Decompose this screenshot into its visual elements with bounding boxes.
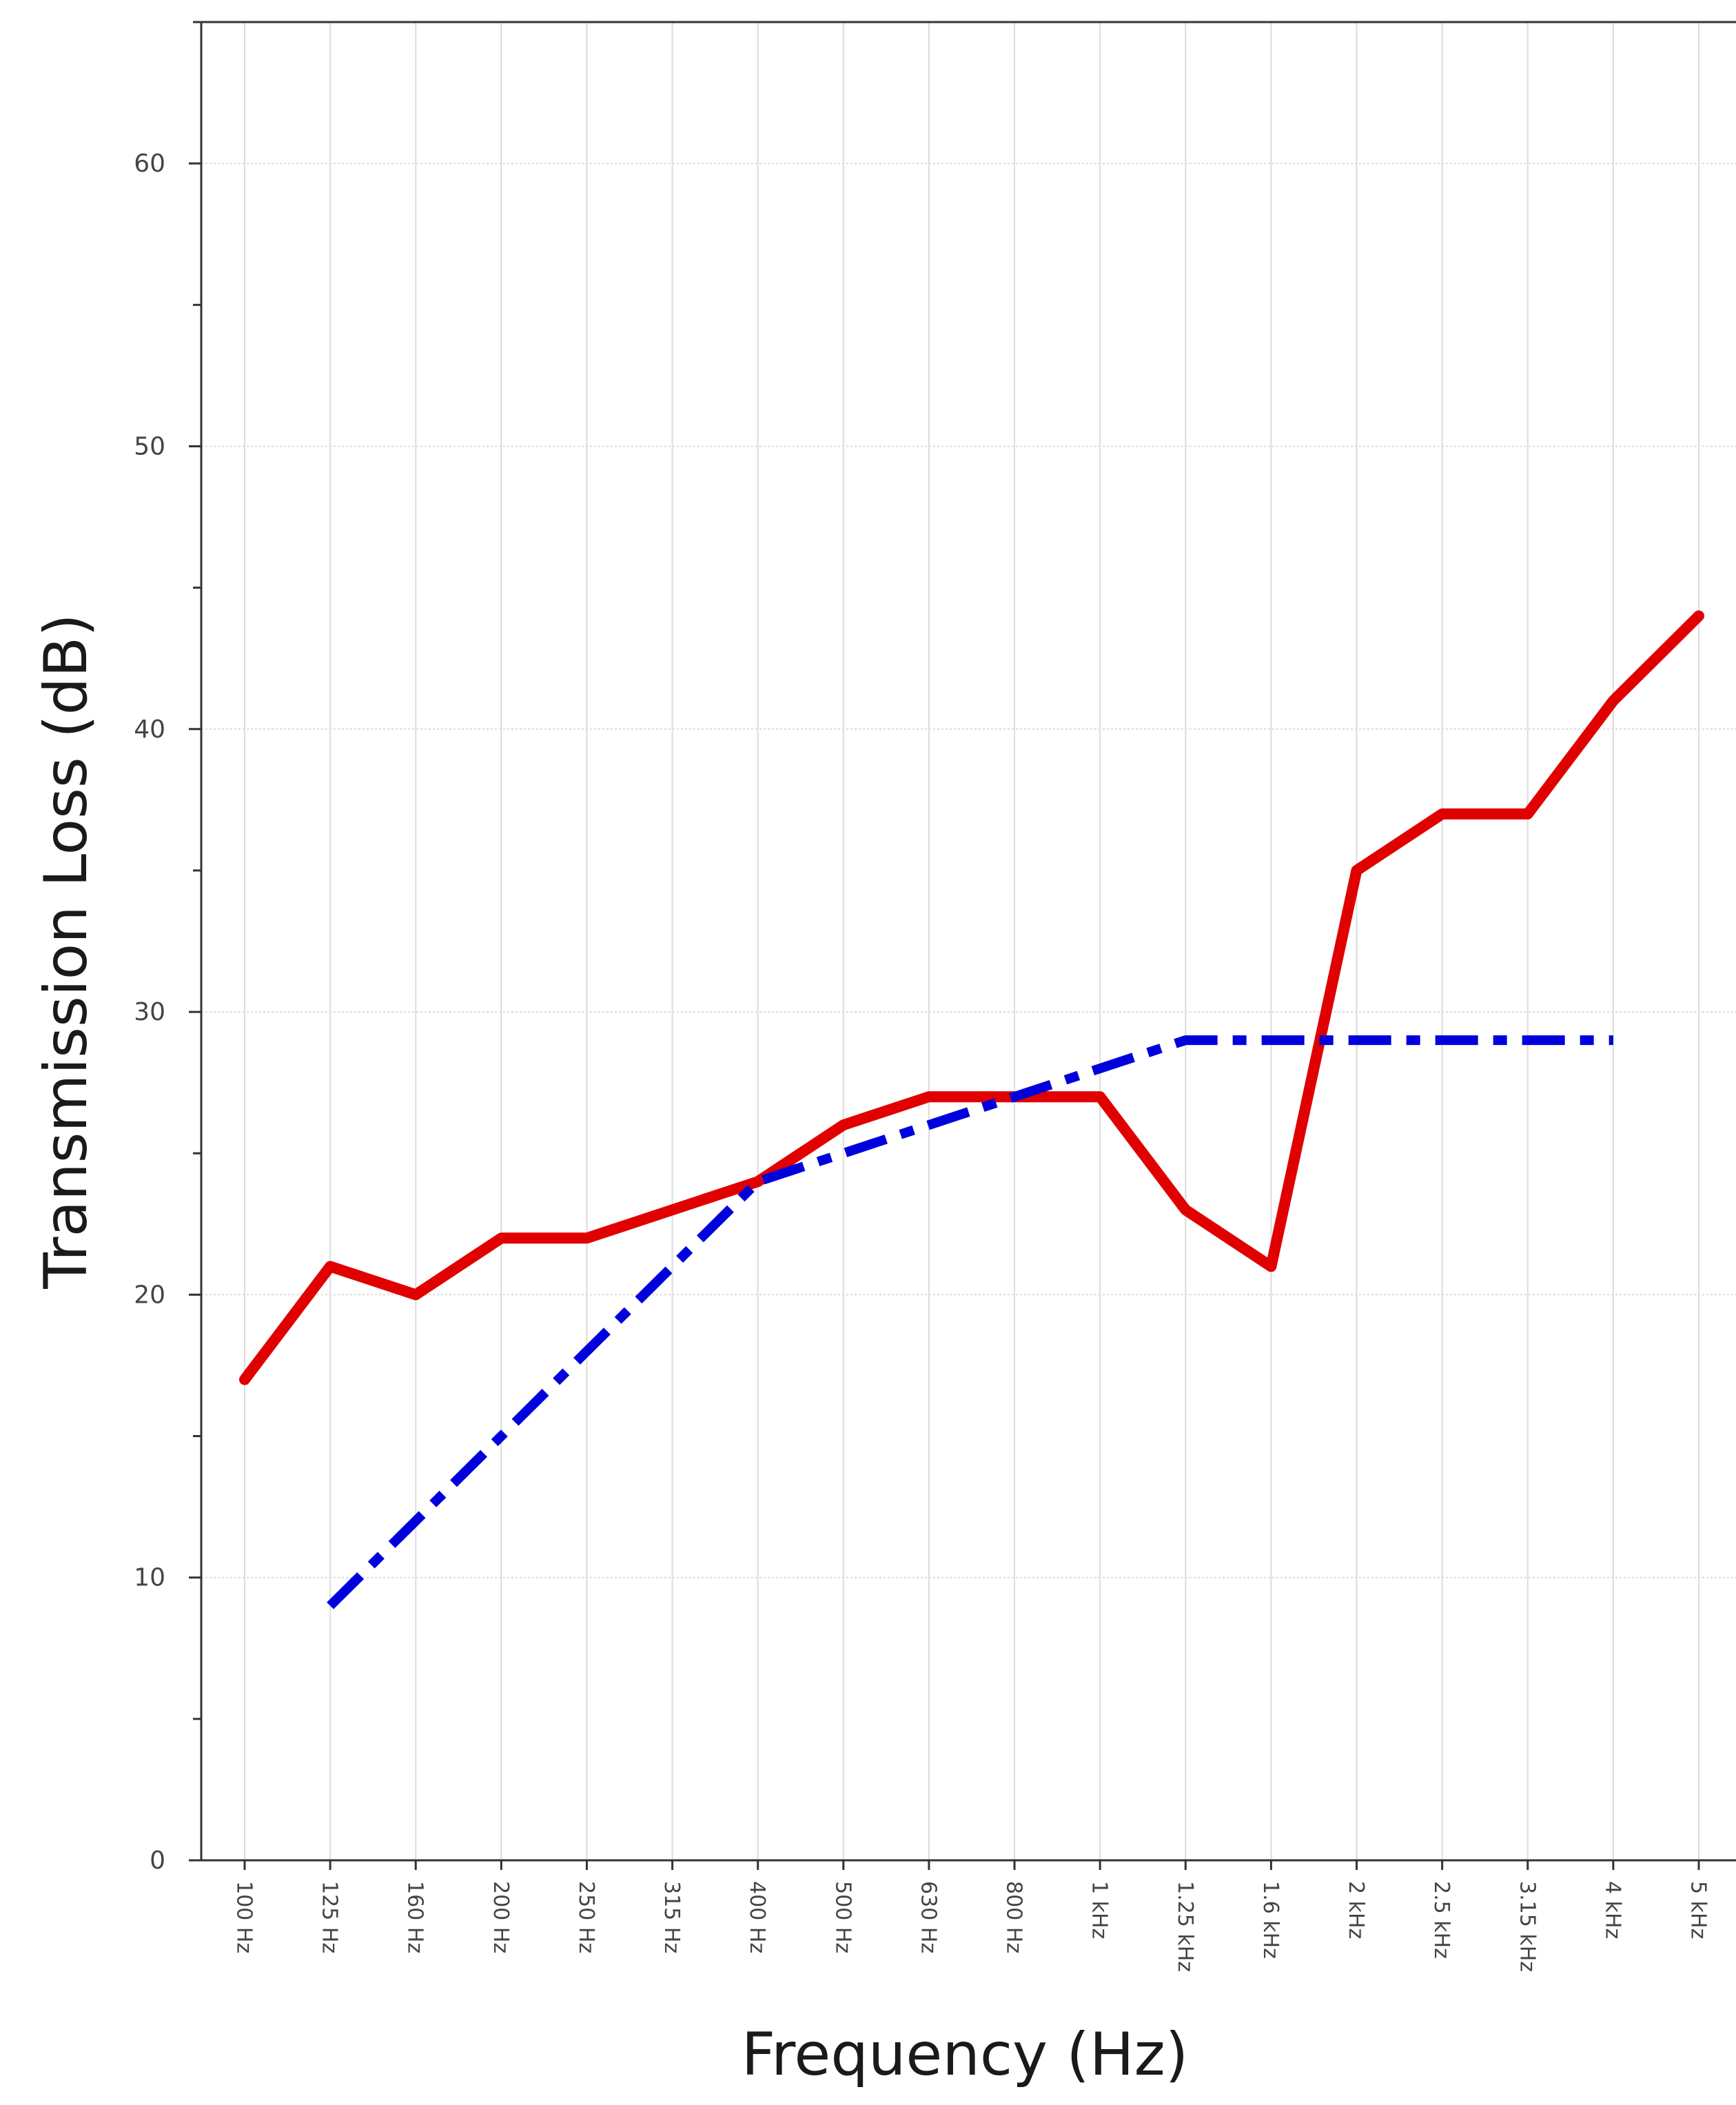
x-tick-label: 5 kHz	[1686, 1881, 1711, 1939]
axes	[189, 21, 1736, 1870]
x-tick-label: 1.6 kHz	[1258, 1881, 1283, 1959]
x-tick-label: 315 Hz	[660, 1881, 684, 1953]
y-tick-label: 50	[134, 432, 165, 460]
x-tick-label: 125 Hz	[318, 1881, 342, 1953]
series-line-solid-red	[239, 610, 1704, 1385]
y-axis-ticks: 0 10 20 30 40 50 60	[134, 150, 165, 1875]
x-tick-label: 100 Hz	[232, 1881, 256, 1953]
x-tick-label: 200 Hz	[489, 1881, 513, 1953]
x-tick-label: 1.25 kHz	[1173, 1881, 1197, 1972]
y-tick-label: 0	[150, 1847, 165, 1875]
x-tick-label: 2 kHz	[1344, 1881, 1368, 1939]
grid	[201, 22, 1736, 1860]
x-axis-ticks: 100 Hz 125 Hz 160 Hz 200 Hz 250 Hz 315 Hz 400 …	[232, 1881, 1711, 1972]
x-tick-label: 630 Hz	[916, 1881, 940, 1953]
y-tick-label: 60	[134, 150, 165, 178]
y-tick-label: 30	[134, 998, 165, 1026]
x-tick-label: 500 Hz	[830, 1881, 855, 1953]
x-tick-label: 250 Hz	[574, 1881, 598, 1953]
y-axis-title: Transmission Loss (dB)	[32, 613, 101, 1290]
x-axis-title: Frequency (Hz)	[742, 2020, 1189, 2089]
series-lines	[239, 610, 1704, 1609]
x-tick-label: 160 Hz	[403, 1881, 427, 1953]
x-tick-label: 4 kHz	[1600, 1881, 1624, 1939]
y-tick-label: 40	[134, 715, 165, 744]
series-line-dashdot-blue	[327, 1035, 1613, 1609]
x-tick-label: 400 Hz	[745, 1881, 769, 1953]
y-tick-label: 20	[134, 1281, 165, 1309]
x-tick-label: 1 kHz	[1087, 1881, 1112, 1939]
y-tick-label: 10	[134, 1564, 165, 1592]
x-tick-label: 2.5 kHz	[1429, 1881, 1453, 1959]
x-tick-label: 800 Hz	[1002, 1881, 1026, 1953]
x-tick-label: 3.15 kHz	[1515, 1881, 1539, 1972]
